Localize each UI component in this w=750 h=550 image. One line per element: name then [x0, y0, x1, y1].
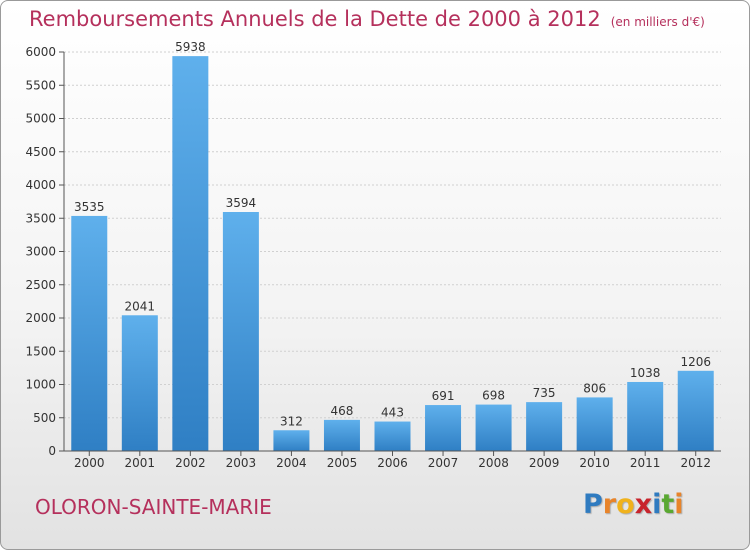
chart-title: Remboursements Annuels de la Dette de 20… [29, 7, 705, 31]
x-tick-label: 2001 [125, 456, 156, 470]
x-tick-label: 2009 [529, 456, 560, 470]
bar-2000 [71, 215, 108, 451]
x-tick-label: 2004 [276, 456, 307, 470]
bars: 3535 2041 5938 3594 312 468 443 691 698 735 806 103… [71, 40, 714, 452]
logo-letter: o [616, 489, 635, 520]
x-tick-label: 2012 [680, 456, 711, 470]
x-tick-label: 2003 [226, 456, 257, 470]
y-tick-label: 1000 [25, 378, 56, 392]
bar-2006 [374, 421, 411, 451]
y-tick-label: 4500 [25, 145, 56, 159]
bar-value-label: 3535 [74, 200, 105, 214]
proxiti-logo: Proxiti [583, 489, 684, 520]
bar-value-label: 1206 [680, 355, 711, 369]
bar-value-label: 468 [331, 404, 354, 418]
x-tick-label: 2002 [175, 456, 206, 470]
bar-2001 [121, 315, 158, 451]
bar-value-label: 691 [432, 389, 455, 403]
bar-value-label: 735 [533, 386, 556, 400]
chart-title-text: Remboursements Annuels de la Dette de 20… [29, 7, 601, 31]
bar-2004 [273, 430, 310, 451]
logo-letter: i [674, 489, 684, 520]
bar-2010 [576, 397, 613, 451]
chart-unit: (en milliers d'€) [610, 15, 705, 29]
logo-letter: r [602, 489, 617, 520]
y-tick-label: 1500 [25, 344, 56, 358]
bar-2008 [475, 404, 512, 451]
bar-2002 [172, 56, 209, 452]
bar-value-label: 2041 [125, 299, 156, 313]
bar-value-label: 3594 [226, 196, 257, 210]
logo-letter: P [583, 489, 603, 520]
logo-letter: t [661, 489, 675, 520]
bar-value-label: 5938 [175, 40, 206, 54]
bar-value-label: 443 [381, 406, 404, 420]
y-tick-label: 5500 [25, 78, 56, 92]
y-tick-label: 3000 [25, 245, 56, 259]
city-name: OLORON-SAINTE-MARIE [35, 495, 272, 519]
y-tick-label: 3500 [25, 211, 56, 225]
bar-2003 [222, 211, 259, 451]
y-tick-label: 5000 [25, 112, 56, 126]
bar-value-label: 806 [583, 381, 606, 395]
y-tick-label: 2500 [25, 278, 56, 292]
logo-letter: i [652, 489, 662, 520]
bar-2011 [627, 381, 664, 451]
bar-2009 [526, 402, 563, 451]
bar-2007 [425, 405, 462, 451]
x-tick-label: 2011 [630, 456, 661, 470]
x-tick-label: 2006 [377, 456, 408, 470]
y-tick-label: 500 [33, 411, 56, 425]
grid-lines [64, 51, 721, 419]
bar-value-label: 698 [482, 389, 505, 403]
logo-letter: x [634, 489, 653, 520]
x-tick-label: 2008 [478, 456, 509, 470]
y-tick-label: 4000 [25, 178, 56, 192]
bar-2012 [677, 370, 714, 451]
y-axis: 0 500 1000 1500 2000 2500 3000 3500 4000 4500 5000… [25, 45, 65, 458]
x-tick-label: 2005 [327, 456, 358, 470]
bar-value-label: 312 [280, 414, 303, 428]
x-axis: 2000 2001 2002 2003 2004 2005 2006 2007 2008 2009… [64, 450, 721, 470]
x-tick-label: 2010 [579, 456, 610, 470]
y-tick-label: 0 [48, 444, 56, 458]
y-tick-label: 6000 [25, 45, 56, 59]
y-tick-label: 2000 [25, 311, 56, 325]
bar-2005 [323, 419, 360, 451]
bar-value-label: 1038 [630, 366, 661, 380]
x-tick-label: 2000 [74, 456, 105, 470]
x-tick-label: 2007 [428, 456, 459, 470]
